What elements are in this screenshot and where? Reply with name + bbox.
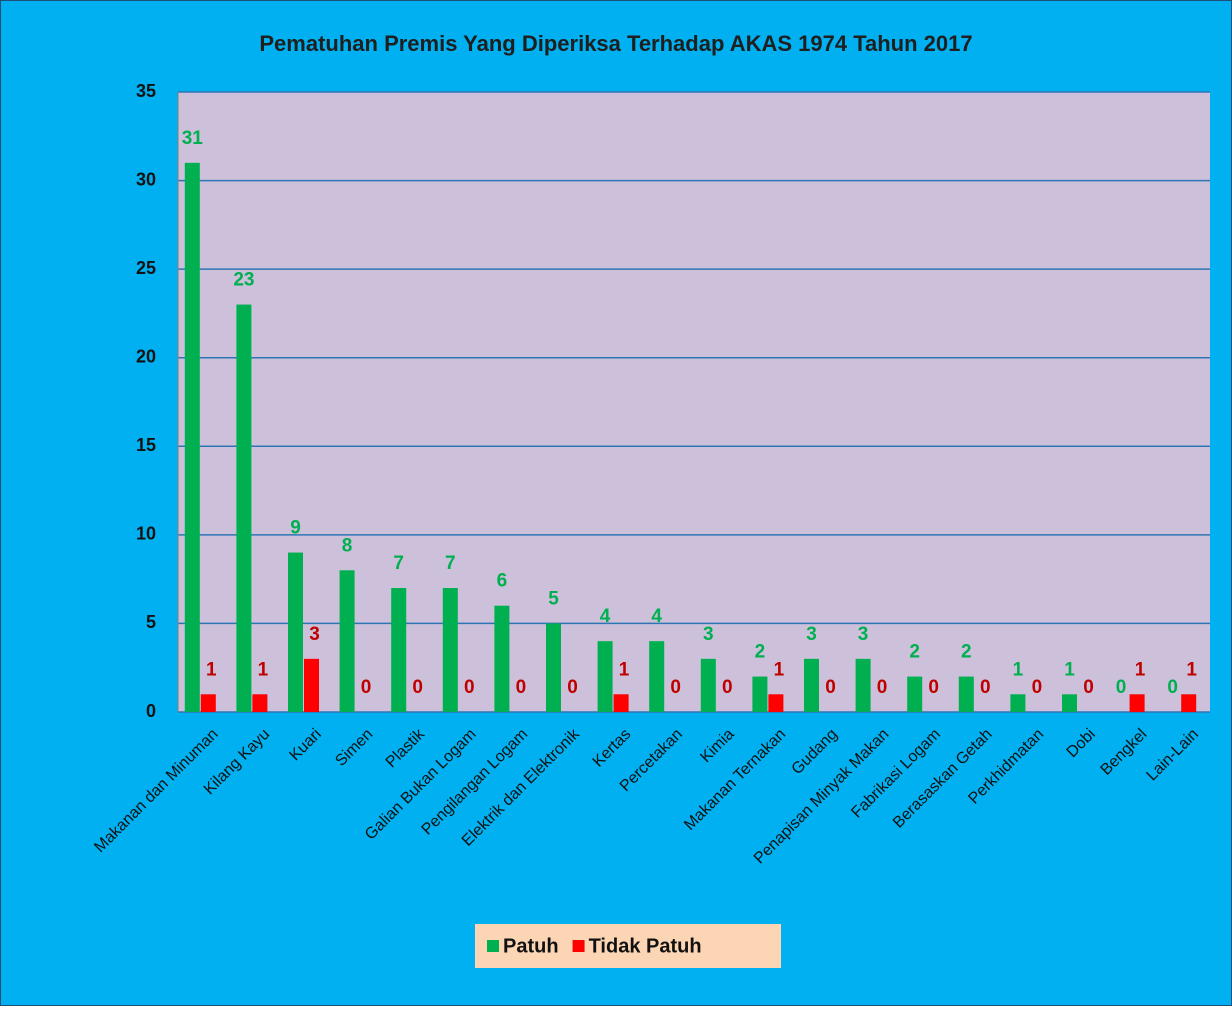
y-tick-label: 20 bbox=[136, 346, 156, 366]
value-label: 0 bbox=[670, 677, 681, 698]
bar bbox=[304, 658, 319, 712]
bar bbox=[1181, 694, 1197, 712]
value-label: 6 bbox=[497, 571, 508, 592]
y-tick-label: 30 bbox=[136, 169, 156, 189]
bar bbox=[442, 588, 458, 712]
bar bbox=[184, 162, 200, 712]
y-tick-label: 5 bbox=[146, 612, 156, 632]
value-label: 5 bbox=[548, 588, 559, 609]
y-tick-label: 0 bbox=[146, 701, 156, 721]
bar bbox=[768, 694, 784, 712]
value-label: 0 bbox=[1116, 677, 1127, 698]
value-label: 2 bbox=[909, 642, 920, 663]
value-label: 2 bbox=[961, 642, 972, 663]
bar bbox=[855, 658, 871, 712]
value-label: 1 bbox=[1186, 659, 1197, 680]
bar bbox=[613, 694, 629, 712]
bar bbox=[1062, 694, 1077, 712]
value-label: 1 bbox=[206, 659, 217, 680]
bar bbox=[1129, 694, 1145, 712]
value-label: 7 bbox=[445, 553, 456, 574]
y-tick-label: 25 bbox=[136, 258, 156, 278]
plot-area bbox=[178, 92, 1210, 712]
value-label: 1 bbox=[1064, 659, 1075, 680]
value-label: 0 bbox=[928, 677, 939, 698]
value-label: 0 bbox=[1167, 677, 1178, 698]
value-label: 3 bbox=[309, 624, 320, 645]
value-label: 23 bbox=[233, 270, 254, 291]
value-label: 0 bbox=[877, 677, 888, 698]
legend-swatch bbox=[572, 940, 585, 952]
bar bbox=[700, 658, 716, 712]
bar bbox=[200, 694, 216, 712]
value-label: 0 bbox=[980, 677, 991, 698]
value-label: 9 bbox=[290, 518, 301, 539]
value-label: 1 bbox=[1135, 659, 1146, 680]
value-label: 0 bbox=[361, 677, 372, 698]
bar bbox=[649, 641, 665, 712]
value-label: 0 bbox=[1083, 677, 1094, 698]
value-label: 1 bbox=[774, 659, 785, 680]
bar bbox=[752, 676, 768, 712]
value-label: 1 bbox=[619, 659, 630, 680]
value-label: 0 bbox=[567, 677, 578, 698]
y-tick-label: 10 bbox=[136, 524, 156, 544]
value-label: 0 bbox=[516, 677, 527, 698]
bar bbox=[288, 552, 303, 712]
value-label: 3 bbox=[858, 624, 869, 645]
bar bbox=[1010, 694, 1026, 712]
bar bbox=[804, 658, 819, 712]
bar bbox=[339, 570, 355, 712]
legend-label: Patuh bbox=[503, 935, 559, 957]
value-label: 4 bbox=[651, 606, 662, 627]
value-label: 0 bbox=[412, 677, 423, 698]
value-label: 0 bbox=[464, 677, 475, 698]
value-label: 1 bbox=[258, 659, 269, 680]
bar bbox=[236, 304, 252, 712]
bar bbox=[252, 694, 268, 712]
y-tick-label: 15 bbox=[136, 435, 156, 455]
chart-title: Pematuhan Premis Yang Diperiksa Terhadap… bbox=[259, 31, 972, 56]
value-label: 7 bbox=[393, 553, 404, 574]
bar bbox=[597, 641, 613, 712]
legend-swatch bbox=[487, 940, 499, 952]
value-label: 8 bbox=[342, 535, 353, 556]
value-label: 3 bbox=[703, 624, 714, 645]
value-label: 0 bbox=[722, 677, 733, 698]
value-label: 0 bbox=[825, 677, 836, 698]
legend-box bbox=[475, 924, 781, 968]
bar bbox=[907, 676, 923, 712]
y-tick-label: 35 bbox=[136, 81, 156, 101]
value-label: 3 bbox=[806, 624, 817, 645]
bar bbox=[546, 623, 561, 712]
bar bbox=[391, 588, 407, 712]
value-label: 0 bbox=[1032, 677, 1043, 698]
bar bbox=[958, 676, 974, 712]
value-label: 1 bbox=[1013, 659, 1024, 680]
legend-label: Tidak Patuh bbox=[589, 935, 702, 957]
value-label: 31 bbox=[182, 128, 204, 149]
bar bbox=[494, 605, 510, 712]
value-label: 4 bbox=[600, 606, 611, 627]
value-label: 2 bbox=[755, 642, 766, 663]
